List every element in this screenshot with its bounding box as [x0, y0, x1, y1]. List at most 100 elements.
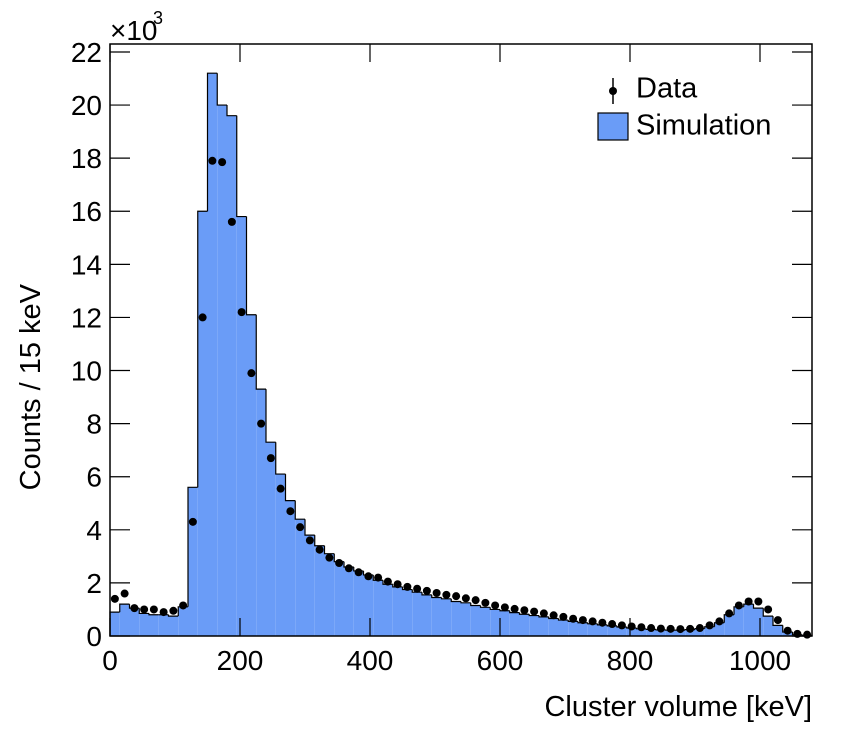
data-point [481, 598, 490, 607]
histogram-bar [480, 607, 491, 636]
data-point [344, 564, 353, 573]
x-axis-title: Cluster volume [keV] [544, 691, 812, 723]
data-point [130, 604, 139, 613]
y-tick-label: 18 [71, 143, 102, 174]
y-tick-label: 4 [86, 515, 102, 546]
data-point [656, 624, 665, 633]
histogram-bar [119, 604, 130, 636]
x-tick-label: 600 [477, 645, 524, 676]
histogram-bar [607, 625, 617, 636]
data-point [734, 601, 743, 610]
histogram-bar [539, 616, 549, 636]
histogram-bar [743, 604, 754, 636]
histogram-bar [636, 628, 647, 636]
histogram-bar [295, 519, 305, 636]
histogram-outline [460, 601, 471, 604]
histogram-bar [217, 105, 227, 637]
histogram-bar [246, 314, 257, 636]
histogram-outline [440, 597, 452, 600]
histogram-outline [148, 613, 159, 616]
histogram-bar [197, 211, 208, 636]
data-point [803, 630, 812, 639]
histogram-outline [528, 614, 539, 617]
data-point [452, 592, 461, 601]
histogram-bar [490, 609, 500, 636]
y-tick-label: 6 [86, 462, 102, 493]
data-point [383, 577, 392, 586]
data-point [471, 596, 480, 605]
data-point [461, 594, 470, 603]
histogram-outline [138, 608, 149, 615]
data-point [257, 419, 266, 428]
histogram-outline [236, 115, 247, 218]
histogram-outline [206, 72, 218, 212]
histogram-outline [294, 500, 305, 520]
histogram-outline [323, 545, 335, 555]
y-multiplier: ×10 [110, 15, 158, 46]
data-point [276, 484, 285, 493]
histogram-bar [353, 570, 364, 636]
histogram-bar [422, 594, 432, 636]
histogram-bar [617, 626, 627, 636]
histogram-bar [773, 625, 783, 636]
y-tick-label: 22 [71, 37, 102, 68]
data-point [637, 623, 646, 632]
histogram-bar [383, 584, 393, 636]
data-point [608, 620, 617, 629]
data-point [296, 523, 305, 532]
histogram-bar [441, 598, 452, 636]
data-point [237, 308, 246, 317]
histogram-outline [226, 105, 237, 117]
histogram-outline [187, 486, 198, 607]
histogram-outline [265, 389, 276, 443]
x-tick-label: 800 [607, 645, 654, 676]
histogram-bar [256, 389, 266, 636]
data-point [725, 609, 734, 618]
histogram-outline [304, 519, 315, 536]
data-point [783, 626, 792, 635]
histogram-outline [421, 592, 432, 596]
legend-label: Simulation [636, 110, 771, 142]
data-point [695, 624, 704, 633]
histogram-outline [216, 73, 227, 106]
histogram-bar [548, 618, 559, 636]
y-tick-label: 2 [86, 568, 102, 599]
histogram-outline [119, 603, 130, 613]
x-tick-label: 200 [217, 645, 264, 676]
data-point [773, 616, 782, 625]
histogram-bar [509, 612, 520, 636]
histogram-outline [752, 604, 764, 609]
histogram-bar [178, 606, 188, 636]
data-point [140, 605, 149, 614]
histogram-bar [266, 442, 276, 636]
y-tick-label: 12 [71, 302, 102, 333]
histogram-bar [110, 612, 120, 636]
histogram-bar [451, 601, 461, 636]
legend: Data Simulation [597, 73, 771, 142]
data-point [354, 568, 363, 577]
histogram-outline [509, 610, 520, 614]
histogram-bar [285, 500, 296, 636]
data-point [286, 507, 295, 516]
histogram-outline [431, 594, 442, 599]
histogram-bar [656, 629, 666, 636]
data-point [198, 313, 207, 322]
histogram-outline [470, 602, 481, 607]
data-point [266, 454, 275, 463]
data-point [549, 611, 558, 620]
histogram-bar [314, 545, 325, 636]
data-point [120, 589, 129, 598]
data-point [764, 605, 773, 614]
data-point [218, 158, 227, 167]
data-point [374, 573, 383, 582]
data-point [500, 603, 509, 612]
histogram-bar [753, 608, 764, 636]
data-point [676, 625, 685, 634]
data-point [666, 624, 675, 633]
histogram-bar [207, 73, 218, 637]
data-point [569, 614, 578, 623]
histogram-bar [188, 487, 198, 636]
histogram-bar [500, 610, 510, 636]
data-point [510, 604, 519, 613]
histogram-bar [149, 614, 159, 636]
